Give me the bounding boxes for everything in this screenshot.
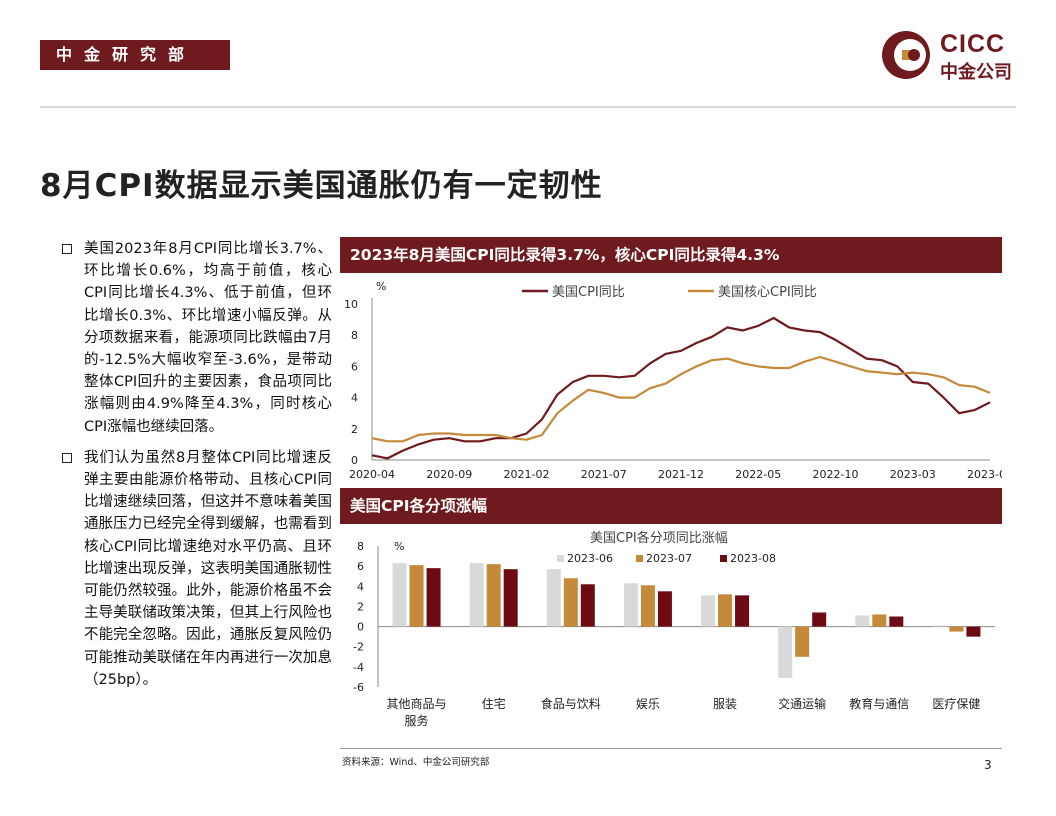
x-tick-label: 2020-04 xyxy=(349,468,395,481)
category-label: 其他商品与 xyxy=(387,696,447,711)
category-label: 教育与通信 xyxy=(849,696,909,711)
y-tick-label: 2 xyxy=(351,423,358,436)
page-number: 3 xyxy=(984,758,992,772)
bar xyxy=(640,585,655,627)
legend-swatch xyxy=(557,555,564,562)
x-tick-label: 2022-05 xyxy=(735,468,781,481)
legend-label: 2023-08 xyxy=(730,552,776,565)
y-tick-label: 4 xyxy=(357,580,364,593)
x-tick-label: 2021-02 xyxy=(504,468,550,481)
bar xyxy=(701,595,716,627)
series-line-core-cpi xyxy=(371,355,991,443)
y-axis-unit: % xyxy=(394,540,404,553)
dept-label: 中金研究部 xyxy=(40,40,230,70)
y-tick-label: 0 xyxy=(351,454,358,467)
cicc-logo: CICC 中金公司 xyxy=(880,28,1020,84)
y-tick-label: -2 xyxy=(353,641,364,654)
category-label: 服装 xyxy=(713,697,737,711)
logo-cn: 中金公司 xyxy=(940,62,1012,83)
x-tick-label: 2020-09 xyxy=(426,468,472,481)
series-line-cpi xyxy=(371,316,991,460)
legend-label: 美国CPI同比 xyxy=(552,285,625,300)
legend-label: 2023-07 xyxy=(646,552,692,565)
bar xyxy=(812,612,827,627)
header-divider xyxy=(40,106,1016,108)
category-label: 医疗保健 xyxy=(932,697,980,711)
y-tick-label: -6 xyxy=(353,681,364,694)
logo-en: CICC xyxy=(940,30,1006,58)
cpi-components-bar-chart: -6 -4 -2 0 2 4 6 8 % 美国CPI各分项同比涨幅 2023-06 2023-07 20… xyxy=(353,530,995,728)
bar xyxy=(623,583,638,627)
y-tick-label: 0 xyxy=(357,621,364,634)
page-title: 8月CPI数据显示美国通胀仍有一定韧性 xyxy=(40,168,603,204)
bullet-text: 我们认为虽然8月整体CPI同比增速反弹主要由能源价格带动、且核心CPI同比增速继… xyxy=(84,449,332,688)
bar xyxy=(392,563,407,627)
chart1-header: 2023年8月美国CPI同比录得3.7%，核心CPI同比录得4.3% xyxy=(340,237,1002,273)
category-label: 服务 xyxy=(405,713,429,728)
bar xyxy=(563,578,578,627)
legend-swatch xyxy=(720,555,727,562)
x-tick-label: 2021-12 xyxy=(658,468,704,481)
y-tick-label: 8 xyxy=(357,540,364,553)
chart2-header: 美国CPI各分项涨幅 xyxy=(340,488,1002,524)
legend-swatch xyxy=(636,555,643,562)
y-axis-unit: % xyxy=(376,280,386,293)
y-tick-label: 8 xyxy=(351,329,358,342)
square-bullet-icon xyxy=(62,452,72,463)
y-tick-label: -4 xyxy=(353,661,364,674)
category-label: 交通运输 xyxy=(778,696,826,711)
y-tick-label: 10 xyxy=(344,298,358,311)
bar xyxy=(657,591,672,627)
bar xyxy=(409,565,424,627)
bullet-item: 我们认为虽然8月整体CPI同比增速反弹主要由能源价格带动、且核心CPI同比增速继… xyxy=(62,447,332,691)
square-bullet-icon xyxy=(62,244,72,254)
bar xyxy=(932,625,947,627)
cicc-logo-icon xyxy=(882,31,930,79)
footer-divider xyxy=(340,748,1002,749)
bar xyxy=(778,626,793,678)
bar xyxy=(949,626,964,632)
x-tick-label: 2021-07 xyxy=(581,468,627,481)
bar xyxy=(580,584,595,627)
cpi-line-chart: 0 2 4 6 8 10% 2020-04 2020-09 2021-02 2021-07 2021… xyxy=(344,280,1002,481)
category-label: 食品与饮料 xyxy=(541,696,601,711)
bar xyxy=(735,595,750,627)
bar xyxy=(503,569,518,627)
bar xyxy=(469,563,484,627)
y-tick-label: 6 xyxy=(357,560,364,573)
y-tick-label: 2 xyxy=(357,600,364,613)
y-tick-label: 6 xyxy=(351,360,358,373)
bar xyxy=(795,626,810,657)
bullet-text: 美国2023年8月CPI同比增长3.7%、环比增长0.6%，均高于前值，核心CP… xyxy=(84,241,332,435)
bullet-list: 美国2023年8月CPI同比增长3.7%、环比增长0.6%，均高于前值，核心CP… xyxy=(62,238,332,700)
bar xyxy=(486,564,501,627)
category-label: 住宅 xyxy=(482,696,506,711)
bar xyxy=(966,626,981,637)
bar xyxy=(546,569,561,627)
y-tick-label: 4 xyxy=(351,392,358,405)
legend-label: 2023-06 xyxy=(567,552,613,565)
bar xyxy=(855,615,870,627)
category-label: 娱乐 xyxy=(636,697,660,711)
bar xyxy=(872,614,887,627)
source-note: 资料来源：Wind、中金公司研究部 xyxy=(342,757,490,768)
x-tick-label: 2023-08 xyxy=(967,468,1002,481)
legend-label: 美国核心CPI同比 xyxy=(718,285,817,300)
x-tick-label: 2023-03 xyxy=(890,468,936,481)
bar xyxy=(426,568,441,627)
x-tick-label: 2022-10 xyxy=(813,468,859,481)
bar xyxy=(718,594,733,627)
bar xyxy=(889,616,904,627)
chart-title: 美国CPI各分项同比涨幅 xyxy=(590,530,728,546)
bullet-item: 美国2023年8月CPI同比增长3.7%、环比增长0.6%，均高于前值，核心CP… xyxy=(62,238,332,438)
